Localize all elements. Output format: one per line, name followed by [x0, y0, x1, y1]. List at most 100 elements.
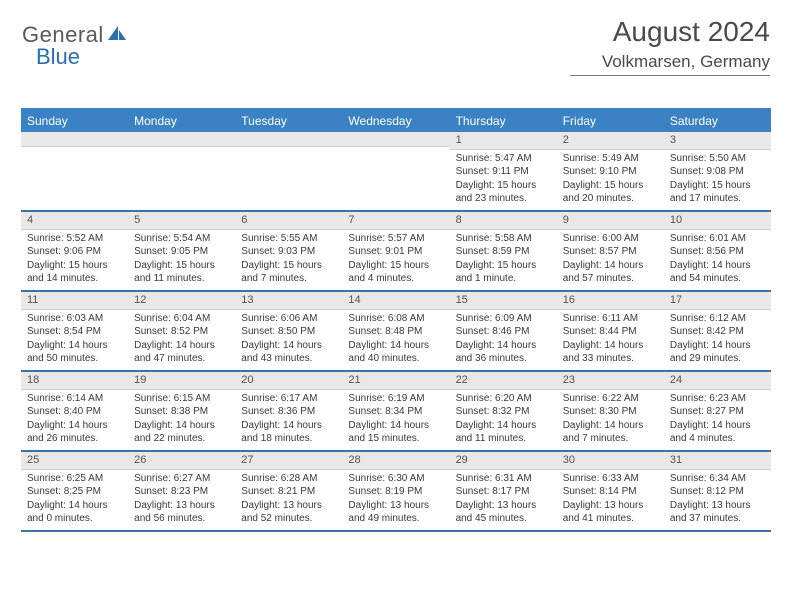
day-body — [342, 147, 449, 153]
day-body: Sunrise: 6:27 AMSunset: 8:23 PMDaylight:… — [128, 470, 235, 530]
logo-sail-icon — [104, 22, 128, 48]
day-body: Sunrise: 5:55 AMSunset: 9:03 PMDaylight:… — [235, 230, 342, 290]
daylight-line: Daylight: 13 hours and 37 minutes. — [670, 499, 765, 526]
day-number: 5 — [128, 212, 235, 230]
sunrise-line: Sunrise: 5:47 AM — [456, 152, 551, 166]
day-number: 22 — [450, 372, 557, 390]
day-body: Sunrise: 6:14 AMSunset: 8:40 PMDaylight:… — [21, 390, 128, 450]
day-cell: 7Sunrise: 5:57 AMSunset: 9:01 PMDaylight… — [342, 212, 449, 290]
sunset-line: Sunset: 8:25 PM — [27, 485, 122, 499]
day-number: 19 — [128, 372, 235, 390]
day-number — [235, 132, 342, 147]
day-cell: 25Sunrise: 6:25 AMSunset: 8:25 PMDayligh… — [21, 452, 128, 530]
day-body: Sunrise: 6:06 AMSunset: 8:50 PMDaylight:… — [235, 310, 342, 370]
sunset-line: Sunset: 9:11 PM — [456, 165, 551, 179]
day-number: 31 — [664, 452, 771, 470]
sunset-line: Sunset: 8:17 PM — [456, 485, 551, 499]
daylight-line: Daylight: 14 hours and 57 minutes. — [563, 259, 658, 286]
day-body: Sunrise: 6:04 AMSunset: 8:52 PMDaylight:… — [128, 310, 235, 370]
day-body: Sunrise: 6:17 AMSunset: 8:36 PMDaylight:… — [235, 390, 342, 450]
daylight-line: Daylight: 15 hours and 7 minutes. — [241, 259, 336, 286]
sunrise-line: Sunrise: 6:09 AM — [456, 312, 551, 326]
day-cell: 11Sunrise: 6:03 AMSunset: 8:54 PMDayligh… — [21, 292, 128, 370]
daylight-line: Daylight: 14 hours and 33 minutes. — [563, 339, 658, 366]
sunrise-line: Sunrise: 6:12 AM — [670, 312, 765, 326]
sunset-line: Sunset: 8:19 PM — [348, 485, 443, 499]
day-number — [128, 132, 235, 147]
sunset-line: Sunset: 8:23 PM — [134, 485, 229, 499]
daylight-line: Daylight: 13 hours and 45 minutes. — [456, 499, 551, 526]
daylight-line: Daylight: 15 hours and 23 minutes. — [456, 179, 551, 206]
daylight-line: Daylight: 14 hours and 40 minutes. — [348, 339, 443, 366]
daylight-line: Daylight: 14 hours and 22 minutes. — [134, 419, 229, 446]
day-cell: 8Sunrise: 5:58 AMSunset: 8:59 PMDaylight… — [450, 212, 557, 290]
day-body: Sunrise: 6:31 AMSunset: 8:17 PMDaylight:… — [450, 470, 557, 530]
day-number: 20 — [235, 372, 342, 390]
sunrise-line: Sunrise: 6:23 AM — [670, 392, 765, 406]
logo-text-blue: Blue — [36, 44, 80, 70]
week-row: 18Sunrise: 6:14 AMSunset: 8:40 PMDayligh… — [21, 372, 771, 452]
day-body: Sunrise: 6:11 AMSunset: 8:44 PMDaylight:… — [557, 310, 664, 370]
day-body: Sunrise: 6:19 AMSunset: 8:34 PMDaylight:… — [342, 390, 449, 450]
daylight-line: Daylight: 14 hours and 4 minutes. — [670, 419, 765, 446]
day-body: Sunrise: 6:20 AMSunset: 8:32 PMDaylight:… — [450, 390, 557, 450]
day-cell: 21Sunrise: 6:19 AMSunset: 8:34 PMDayligh… — [342, 372, 449, 450]
sunrise-line: Sunrise: 6:25 AM — [27, 472, 122, 486]
calendar-grid: SundayMondayTuesdayWednesdayThursdayFrid… — [21, 108, 771, 532]
day-cell: 23Sunrise: 6:22 AMSunset: 8:30 PMDayligh… — [557, 372, 664, 450]
day-cell: 3Sunrise: 5:50 AMSunset: 9:08 PMDaylight… — [664, 132, 771, 210]
day-body: Sunrise: 5:52 AMSunset: 9:06 PMDaylight:… — [21, 230, 128, 290]
day-number: 3 — [664, 132, 771, 150]
day-body: Sunrise: 6:34 AMSunset: 8:12 PMDaylight:… — [664, 470, 771, 530]
day-cell: 14Sunrise: 6:08 AMSunset: 8:48 PMDayligh… — [342, 292, 449, 370]
sunset-line: Sunset: 8:44 PM — [563, 325, 658, 339]
daylight-line: Daylight: 13 hours and 56 minutes. — [134, 499, 229, 526]
sunset-line: Sunset: 8:12 PM — [670, 485, 765, 499]
day-cell: 9Sunrise: 6:00 AMSunset: 8:57 PMDaylight… — [557, 212, 664, 290]
sunrise-line: Sunrise: 5:55 AM — [241, 232, 336, 246]
sunrise-line: Sunrise: 5:52 AM — [27, 232, 122, 246]
sunrise-line: Sunrise: 6:17 AM — [241, 392, 336, 406]
day-body: Sunrise: 6:33 AMSunset: 8:14 PMDaylight:… — [557, 470, 664, 530]
day-body: Sunrise: 6:09 AMSunset: 8:46 PMDaylight:… — [450, 310, 557, 370]
day-number: 23 — [557, 372, 664, 390]
day-body: Sunrise: 5:57 AMSunset: 9:01 PMDaylight:… — [342, 230, 449, 290]
day-cell — [128, 132, 235, 210]
sunset-line: Sunset: 8:46 PM — [456, 325, 551, 339]
day-header: Friday — [557, 110, 664, 132]
sunset-line: Sunset: 9:01 PM — [348, 245, 443, 259]
sunset-line: Sunset: 8:14 PM — [563, 485, 658, 499]
day-body: Sunrise: 5:50 AMSunset: 9:08 PMDaylight:… — [664, 150, 771, 210]
sunset-line: Sunset: 8:40 PM — [27, 405, 122, 419]
day-number: 10 — [664, 212, 771, 230]
day-number: 16 — [557, 292, 664, 310]
day-body: Sunrise: 5:54 AMSunset: 9:05 PMDaylight:… — [128, 230, 235, 290]
day-number: 30 — [557, 452, 664, 470]
sunrise-line: Sunrise: 6:01 AM — [670, 232, 765, 246]
day-cell: 16Sunrise: 6:11 AMSunset: 8:44 PMDayligh… — [557, 292, 664, 370]
sunrise-line: Sunrise: 6:33 AM — [563, 472, 658, 486]
daylight-line: Daylight: 14 hours and 7 minutes. — [563, 419, 658, 446]
day-body: Sunrise: 5:58 AMSunset: 8:59 PMDaylight:… — [450, 230, 557, 290]
day-number: 24 — [664, 372, 771, 390]
daylight-line: Daylight: 15 hours and 1 minute. — [456, 259, 551, 286]
day-body: Sunrise: 5:49 AMSunset: 9:10 PMDaylight:… — [557, 150, 664, 210]
sunrise-line: Sunrise: 6:04 AM — [134, 312, 229, 326]
day-number: 4 — [21, 212, 128, 230]
sunrise-line: Sunrise: 6:30 AM — [348, 472, 443, 486]
month-title: August 2024 — [570, 16, 770, 48]
sunset-line: Sunset: 9:05 PM — [134, 245, 229, 259]
day-header: Monday — [128, 110, 235, 132]
day-cell: 17Sunrise: 6:12 AMSunset: 8:42 PMDayligh… — [664, 292, 771, 370]
day-body: Sunrise: 6:25 AMSunset: 8:25 PMDaylight:… — [21, 470, 128, 530]
day-body: Sunrise: 6:03 AMSunset: 8:54 PMDaylight:… — [21, 310, 128, 370]
sunrise-line: Sunrise: 6:27 AM — [134, 472, 229, 486]
daylight-line: Daylight: 15 hours and 4 minutes. — [348, 259, 443, 286]
sunset-line: Sunset: 8:42 PM — [670, 325, 765, 339]
sunset-line: Sunset: 8:48 PM — [348, 325, 443, 339]
daylight-line: Daylight: 14 hours and 54 minutes. — [670, 259, 765, 286]
sunset-line: Sunset: 9:06 PM — [27, 245, 122, 259]
day-cell: 28Sunrise: 6:30 AMSunset: 8:19 PMDayligh… — [342, 452, 449, 530]
daylight-line: Daylight: 15 hours and 17 minutes. — [670, 179, 765, 206]
daylight-line: Daylight: 13 hours and 41 minutes. — [563, 499, 658, 526]
